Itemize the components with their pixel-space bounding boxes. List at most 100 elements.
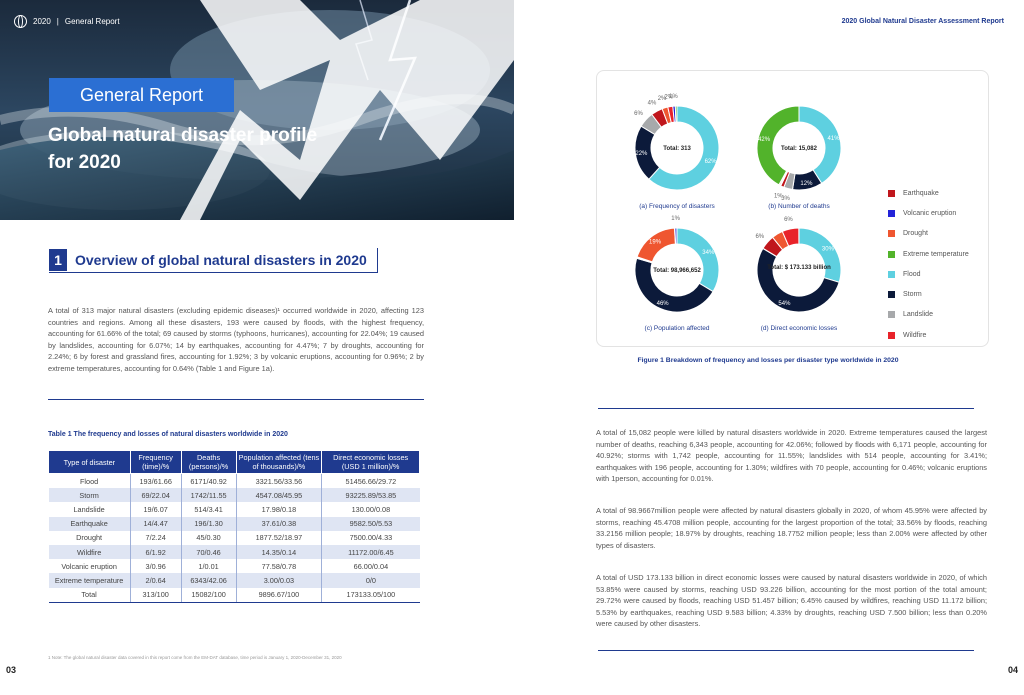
slice-label: 6% (634, 111, 643, 117)
donut-slice (674, 105, 678, 123)
intro-paragraph: A total of 313 major natural disasters (… (48, 306, 424, 373)
table-cell: 14.35/0.14 (236, 544, 323, 560)
donut-slice (634, 257, 714, 313)
table-cell: 173133.05/100 (321, 587, 420, 603)
table-cell: 1742/11.55 (181, 488, 237, 503)
footnote: 1 Note: The global natural disaster data… (48, 655, 342, 660)
report-title: 2020 Global Natural Disaster Assessment … (841, 18, 1004, 25)
chart-legend: Earthquake Volcanic eruption Drought Extrem… (888, 183, 969, 345)
page-number-left: 03 (6, 665, 17, 675)
hero-title: Global natural disaster profile for 2020 (48, 125, 318, 173)
table-cell: Earthquake (48, 516, 131, 531)
table-cell: 1/0.01 (181, 559, 237, 574)
legend-item: Volcanic eruption (888, 203, 969, 223)
table-cell: 3/0.96 (130, 559, 182, 574)
header-left: 2020 | General Report (14, 15, 120, 28)
table-cell: 3321.56/33.56 (236, 473, 323, 489)
header-year: 2020 (33, 17, 51, 26)
table-cell: Extreme temperature (48, 573, 131, 588)
paragraph-losses: A total of USD 173.133 billion in direct… (596, 573, 987, 629)
table-cell: 66.00/0.04 (353, 561, 389, 571)
slice-label: 1% (774, 194, 783, 200)
section-heading: 1 Overview of global natural disasters i… (49, 248, 378, 273)
table-cell: 7500.00/4.33 (349, 533, 393, 543)
legend-label: Wildfire (903, 331, 927, 339)
paragraph-deaths: A total of 15,082 people were killed by … (596, 428, 987, 484)
legend-swatch (888, 230, 895, 238)
table-cell: 9896.67/100 (236, 587, 323, 603)
figure-box (596, 70, 989, 347)
table-cell: 77.58/0.78 (236, 559, 323, 574)
table-row: Storm 69/22.04 1742/11.55 4547.08/45.95 9322… (48, 488, 420, 503)
slice-label: 4% (648, 100, 657, 106)
slice-label: 34% (702, 250, 715, 256)
paragraph-affected: A total of 98.9667million people were af… (596, 506, 987, 550)
table-cell: 51456.66/29.72 (345, 476, 397, 486)
slice-label: 30% (822, 247, 835, 253)
table-row: Drought 7/2.24 45/0.30 1877.52/18.97 7500.00… (48, 530, 420, 545)
slice-label: 2% (658, 96, 667, 102)
right-page: 2020 Global Natural Disaster Assessment … (512, 0, 1024, 695)
donut-center-label: Total: $ 173.133 billion (767, 265, 831, 271)
table-cell: 313/100 (130, 587, 182, 603)
table-cell: 2/0.64 (130, 573, 182, 588)
table-row: Landslide 19/6.07 514/3.41 17.98/0.18 130.00… (48, 502, 420, 517)
donut-slice (676, 227, 720, 293)
slice-label: 3% (781, 196, 790, 202)
slice-label: 12% (800, 181, 813, 187)
legend-item: Drought (888, 224, 969, 244)
table-caption: Table 1 The frequency and losses of natu… (48, 431, 288, 438)
table-row: Earthquake 14/4.47 196/1.30 37.61/0.38 9582.… (48, 516, 420, 531)
legend-item: Earthquake (888, 183, 969, 203)
legend-swatch (888, 270, 895, 278)
legend-swatch (888, 209, 895, 217)
table-cell: 0/0 (321, 573, 420, 588)
table-cell: 11172.00/6.45 (321, 544, 420, 560)
table-cell: 6343/42.06 (181, 573, 237, 588)
donut-slice (756, 105, 800, 186)
legend-item: Landslide (888, 305, 969, 325)
table-cell: Flood (48, 473, 131, 489)
slice-label: 41% (828, 136, 841, 142)
table-row: Flood 193/61.66 6171/40.92 3321.56/33.56 514… (48, 473, 420, 489)
chart-title: (d) Direct economic losses (761, 325, 838, 332)
donut-slice (798, 105, 842, 185)
disaster-table: Type of disaster Frequency (time)/% Deat… (48, 450, 420, 603)
legend-swatch (888, 189, 895, 197)
table-cell: 1877.52/18.97 (236, 530, 323, 545)
section-number: 1 (49, 249, 67, 271)
chart-title: (b) Number of deaths (768, 203, 830, 210)
table-cell: 130.00/0.08 (351, 504, 391, 514)
col-header: Frequency (time)/% (129, 450, 182, 474)
hero-badge: General Report (49, 78, 234, 112)
col-header: Type of disaster (48, 450, 131, 474)
chart-title: (c) Population affected (645, 325, 710, 332)
legend-label: Storm (903, 291, 922, 299)
legend-swatch (888, 311, 895, 319)
section-title: Overview of global natural disasters in … (75, 252, 367, 268)
table-cell: 6171/40.92 (181, 473, 237, 489)
legend-label: Earthquake (903, 189, 939, 197)
table-cell: 196/1.30 (181, 516, 237, 531)
table-cell: 70/0.46 (181, 544, 237, 560)
donut-slice (648, 105, 720, 191)
table-row: Wildfire 6/1.92 70/0.46 14.35/0.14 11172.00/… (48, 544, 420, 560)
page-number-right: 04 (1007, 665, 1018, 675)
donut-center-label: Total: 98,966,652 (653, 268, 701, 274)
header-section: General Report (64, 17, 120, 26)
slice-label: 2% (664, 95, 673, 101)
donut-charts: 62%22%6%4%2%2%1%Total: 313(a) Frequency … (634, 94, 842, 332)
table-cell: Wildfire (48, 544, 131, 560)
legend-item: Storm (888, 284, 969, 304)
table-row: Volcanic eruption 3/0.96 1/0.01 77.58/0.78 6… (48, 559, 420, 574)
table-cell: 45/0.30 (181, 530, 237, 545)
col-header: Population affected (tens of thousands)/… (235, 450, 323, 474)
donut-center-label: Total: 15,082 (781, 146, 818, 152)
legend-label: Flood (903, 270, 921, 278)
chart-title: (a) Frequency of disasters (639, 203, 715, 210)
table-cell: Storm (48, 488, 131, 503)
slice-label: 1% (669, 94, 678, 100)
table-row: Total 313/100 15082/100 9896.67/100 173133.0… (48, 587, 420, 603)
slice-label: 22% (635, 151, 648, 157)
divider (598, 650, 974, 651)
